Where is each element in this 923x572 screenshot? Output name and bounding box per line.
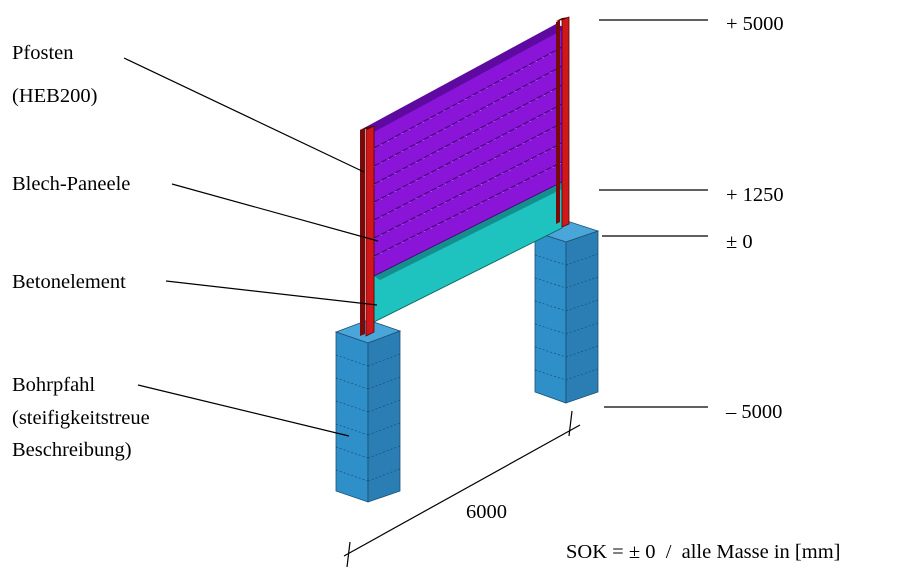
- footnote: SOK = ± 0 / alle Masse in [mm]: [566, 541, 840, 563]
- post-right-cap: [556, 17, 569, 21]
- leader-beton: [165, 280, 378, 306]
- level-label-bottom: – 5000: [725, 401, 782, 423]
- level-label-top: + 5000: [726, 13, 784, 35]
- panel-top-edge: [364, 24, 566, 132]
- panel-joints: [373, 46, 563, 257]
- pile-left-front: [335, 331, 369, 503]
- pile-right-side: [565, 230, 599, 404]
- post-left-cap: [360, 126, 374, 130]
- dimension-line: [343, 424, 581, 557]
- dimension-tick-right: [568, 410, 573, 437]
- pile-right-segments: [534, 253, 599, 381]
- post-left: [360, 125, 375, 337]
- label-beton: Betonelement: [12, 271, 126, 293]
- pile-left-side: [367, 330, 401, 503]
- label-panels: Blech-Paneele: [12, 173, 130, 195]
- post-left-flange-back: [360, 128, 365, 336]
- post-right: [556, 16, 570, 228]
- dimension-tick-left: [346, 541, 351, 568]
- post-right-body: [561, 16, 570, 228]
- post-right-flange-back: [556, 20, 560, 224]
- pile-right-front: [534, 231, 567, 404]
- label-pfosten-type: (HEB200): [12, 85, 97, 107]
- label-pile: Bohrpfahl: [12, 374, 95, 396]
- panel-field: [364, 24, 566, 277]
- leader-pile: [137, 384, 350, 437]
- pile-left: [334, 319, 402, 503]
- label-pile-desc-2: Beschreibung): [12, 439, 132, 461]
- level-label-mid: + 1250: [726, 184, 784, 206]
- concrete-top: [374, 182, 568, 280]
- label-pile-desc-1: (steifigkeitstreue: [12, 407, 150, 429]
- panel-joint-highlights: [373, 47, 563, 258]
- leader-panels: [171, 183, 379, 242]
- leader-pfosten: [123, 57, 365, 173]
- pile-left-segments: [335, 353, 401, 482]
- post-left-body: [365, 125, 375, 337]
- dimension-6000: [343, 410, 581, 568]
- level-label-zero: ± 0: [726, 231, 753, 253]
- pile-right: [533, 220, 600, 404]
- label-pfosten: Pfosten: [12, 42, 74, 64]
- dimension-label: 6000: [466, 501, 507, 523]
